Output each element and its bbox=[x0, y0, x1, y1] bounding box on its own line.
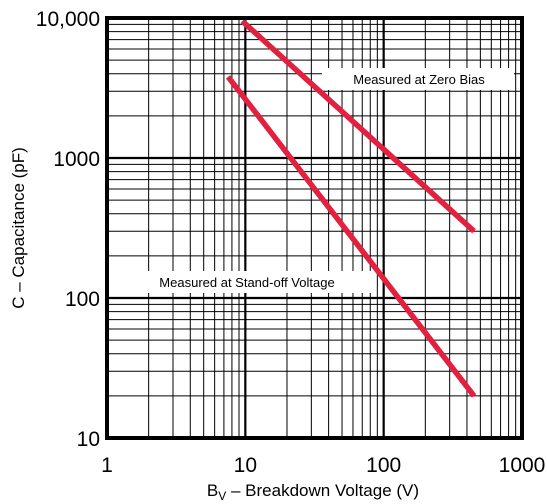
y-tick-label: 100 bbox=[65, 288, 100, 311]
y-tick-label: 10,000 bbox=[36, 8, 100, 31]
annotations: Measured at Zero Bias Measured at Stand-o… bbox=[121, 68, 514, 293]
annotation-text-1: Measured at Zero Bias bbox=[353, 72, 485, 87]
x-tick-label: 1000 bbox=[499, 454, 546, 477]
x-tick-label: 1 bbox=[101, 454, 113, 477]
x-axis-label: BV – Breakdown Voltage (V) bbox=[207, 481, 419, 503]
y-tick-label: 10 bbox=[77, 428, 100, 451]
annotation-box-1 bbox=[322, 68, 514, 90]
y-axis-label: C – Capacitance (pF) bbox=[9, 147, 28, 309]
x-tick-label: 10 bbox=[234, 454, 257, 477]
annotation-box-2 bbox=[121, 271, 372, 293]
y-tick-label: 1000 bbox=[53, 148, 100, 171]
plot-frame bbox=[105, 16, 524, 440]
y-tick-labels: 10 100 1000 10,000 bbox=[36, 8, 100, 451]
x-tick-labels: 1 10 100 1000 bbox=[101, 454, 545, 477]
annotation-text-2: Measured at Stand-off Voltage bbox=[159, 275, 334, 290]
x-tick-label: 100 bbox=[366, 454, 401, 477]
series-line-2 bbox=[225, 75, 477, 398]
series-layer bbox=[225, 19, 477, 398]
series-line-1 bbox=[240, 19, 476, 234]
